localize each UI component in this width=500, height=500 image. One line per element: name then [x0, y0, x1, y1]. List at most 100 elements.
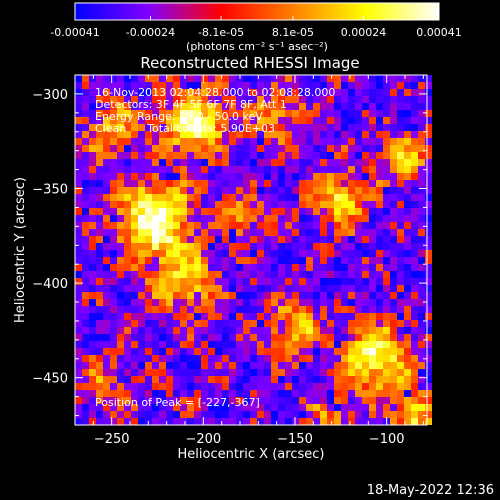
heatmap-pixel	[355, 110, 362, 117]
heatmap-pixel	[271, 299, 278, 306]
heatmap-pixel	[383, 145, 390, 152]
heatmap-pixel	[159, 215, 166, 222]
heatmap-pixel	[201, 166, 208, 173]
heatmap-pixel	[341, 327, 348, 334]
heatmap-pixel	[229, 355, 236, 362]
heatmap-pixel	[313, 327, 320, 334]
heatmap-pixel	[187, 313, 194, 320]
heatmap-pixel	[138, 229, 145, 236]
heatmap-pixel	[285, 110, 292, 117]
heatmap-pixel	[243, 82, 250, 89]
heatmap-pixel	[159, 257, 166, 264]
heatmap-pixel	[173, 250, 180, 257]
heatmap-pixel	[397, 376, 404, 383]
heatmap-pixel	[208, 278, 215, 285]
heatmap-pixel	[264, 411, 271, 418]
heatmap-pixel	[159, 82, 166, 89]
heatmap-pixel	[89, 383, 96, 390]
heatmap-pixel	[243, 264, 250, 271]
heatmap-pixel	[411, 411, 418, 418]
heatmap-pixel	[103, 299, 110, 306]
heatmap-pixel	[145, 348, 152, 355]
heatmap-pixel	[404, 250, 411, 257]
heatmap-pixel	[271, 348, 278, 355]
axis-ticks: −250 −200 −150 −100−300−350−400−450	[32, 74, 427, 447]
heatmap-pixel	[348, 180, 355, 187]
heatmap-pixel	[348, 306, 355, 313]
heatmap-pixel	[124, 75, 131, 82]
heatmap-pixel	[243, 180, 250, 187]
heatmap-pixel	[271, 208, 278, 215]
heatmap-pixel	[229, 96, 236, 103]
heatmap-pixel	[208, 124, 215, 131]
heatmap-pixel	[306, 117, 313, 124]
heatmap-pixel	[390, 320, 397, 327]
heatmap-pixel	[369, 271, 376, 278]
heatmap-pixel	[194, 250, 201, 257]
heatmap-pixel	[236, 215, 243, 222]
heatmap-pixel	[418, 257, 425, 264]
heatmap-pixel	[362, 131, 369, 138]
heatmap-pixel	[131, 313, 138, 320]
heatmap-pixel	[96, 215, 103, 222]
heatmap-pixel	[334, 271, 341, 278]
heatmap-pixel	[306, 103, 313, 110]
heatmap-pixel	[362, 82, 369, 89]
heatmap-pixel	[292, 187, 299, 194]
heatmap-pixel	[117, 376, 124, 383]
heatmap-pixel	[75, 82, 82, 89]
heatmap-pixel	[369, 418, 376, 425]
heatmap-pixel	[390, 236, 397, 243]
heatmap-pixel	[215, 180, 222, 187]
heatmap-pixel	[145, 376, 152, 383]
heatmap-pixel	[82, 117, 89, 124]
heatmap-pixel	[292, 285, 299, 292]
heatmap-pixel	[222, 341, 229, 348]
heatmap-pixel	[355, 306, 362, 313]
heatmap-pixel	[404, 369, 411, 376]
heatmap-pixel	[257, 103, 264, 110]
heatmap-pixel	[194, 397, 201, 404]
heatmap-pixel	[383, 299, 390, 306]
heatmap-pixel	[397, 271, 404, 278]
heatmap-pixel	[425, 390, 432, 397]
heatmap-pixel	[292, 257, 299, 264]
heatmap-pixel	[348, 404, 355, 411]
heatmap-pixel	[292, 341, 299, 348]
heatmap-pixel	[383, 124, 390, 131]
heatmap-pixel	[369, 180, 376, 187]
heatmap-pixel	[285, 117, 292, 124]
heatmap-pixel	[215, 418, 222, 425]
heatmap-pixel	[117, 250, 124, 257]
heatmap-pixel	[327, 397, 334, 404]
heatmap-pixel	[103, 341, 110, 348]
heatmap-pixel	[152, 117, 159, 124]
heatmap-pixel	[425, 341, 432, 348]
heatmap-pixel	[96, 124, 103, 131]
heatmap-pixel	[376, 376, 383, 383]
heatmap-pixel	[75, 159, 82, 166]
heatmap-pixel	[96, 229, 103, 236]
heatmap-pixel	[82, 313, 89, 320]
heatmap-pixel	[194, 215, 201, 222]
heatmap-pixel	[215, 320, 222, 327]
heatmap-pixel	[229, 404, 236, 411]
heatmap-pixel	[82, 376, 89, 383]
heatmap-pixel	[334, 362, 341, 369]
heatmap-pixel	[173, 313, 180, 320]
heatmap-pixel	[110, 82, 117, 89]
heatmap-pixel	[236, 159, 243, 166]
heatmap-pixel	[75, 152, 82, 159]
heatmap-pixel	[369, 257, 376, 264]
heatmap-pixel	[110, 390, 117, 397]
heatmap-pixel	[124, 124, 131, 131]
heatmap-pixel	[145, 411, 152, 418]
heatmap-pixel	[159, 236, 166, 243]
heatmap-pixel	[243, 145, 250, 152]
heatmap-pixel	[397, 187, 404, 194]
heatmap-pixel	[124, 194, 131, 201]
heatmap-pixel	[173, 173, 180, 180]
heatmap-pixel	[257, 236, 264, 243]
heatmap-pixel	[194, 285, 201, 292]
heatmap-pixel	[418, 299, 425, 306]
